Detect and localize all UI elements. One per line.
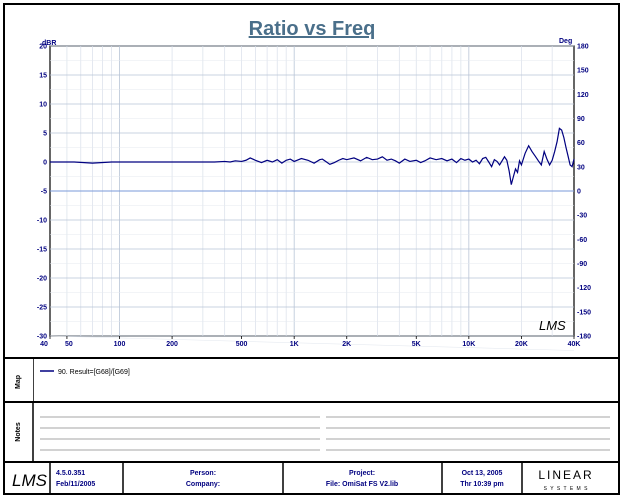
grid (49, 45, 575, 351)
lms-plot-logo: LMS (539, 318, 566, 333)
map-tab-label[interactable]: Map (15, 375, 22, 389)
y-tick-label: -15 (37, 247, 47, 254)
version-date: Feb/11/2005 (56, 481, 95, 488)
chart-title: Ratio vs Freq (249, 18, 376, 40)
series-line (50, 127, 575, 185)
y-tick-label: 5 (43, 131, 47, 138)
y2-tick-label: 90 (577, 116, 585, 123)
x-tick-label: 20K (515, 341, 528, 348)
report-time: Thr 10:39 pm (460, 481, 504, 488)
x-tick-label: 500 (236, 341, 248, 348)
legend-entry[interactable]: 90. Result=[G68]/[G69] (58, 369, 130, 376)
y2-tick-label: -180 (577, 334, 591, 341)
right-unit-label: Deg (559, 38, 572, 45)
y-tick-label: -25 (37, 305, 47, 312)
y-tick-label: 0 (43, 160, 47, 167)
x-tick-label: 10K (462, 341, 475, 348)
x-tick-label: 200 (166, 341, 178, 348)
y2-tick-label: -30 (577, 213, 587, 220)
notes-tab-label[interactable]: Notes (15, 422, 22, 442)
y2-tick-label: 0 (577, 189, 581, 196)
x-tick-label: 2K (342, 341, 351, 348)
y2-tick-label: -150 (577, 309, 591, 316)
brand-wordmark: LINEAR (538, 468, 593, 482)
y2-tick-label: 180 (577, 44, 589, 51)
y-tick-label: -5 (41, 189, 47, 196)
company-label: Company: (186, 481, 220, 488)
plot-area: 40 50 100 200 500 1K 2K 5K 10K 20K 40K 20151050-5-… (37, 38, 591, 351)
y-axis-ticks: 20 15 10 5 0 -5 -10 -15 -20 -25 -30 (37, 44, 47, 341)
left-unit-label: dBR (42, 40, 56, 47)
notes-lines[interactable] (40, 416, 610, 451)
y2-tick-label: -120 (577, 285, 591, 292)
file-label: File: OmiSat FS V2.lib (326, 481, 398, 488)
report-date: Oct 13, 2005 (462, 470, 503, 477)
y2-tick-label: 60 (577, 140, 585, 147)
person-label: Person: (190, 470, 216, 477)
y-tick-label: -10 (37, 218, 47, 225)
y2-tick-label: 150 (577, 68, 589, 75)
x-tick-label: 1K (290, 341, 299, 348)
y2-axis-ticks: 180 150 120 90 60 30 0 -30 -60 -90 -120 -150 -180 (577, 44, 591, 341)
version-number: 4.5.0.351 (56, 470, 85, 477)
y-tick-label: 20 (39, 44, 47, 51)
y2-tick-label: 30 (577, 164, 585, 171)
y-tick-label: 15 (39, 73, 47, 80)
y2-tick-label: 120 (577, 92, 589, 99)
x-tick-label: 100 (114, 341, 126, 348)
x-tick-label: 40 (40, 341, 48, 348)
brand-subline: S Y S T E M S (544, 486, 589, 492)
y-tick-label: 10 (39, 102, 47, 109)
y2-tick-label: -60 (577, 237, 587, 244)
lms-logo: LMS (12, 471, 48, 490)
x-tick-label: 50 (65, 341, 73, 348)
x-axis-ticks: 40 50 100 200 500 1K 2K 5K 10K 20K 40K (40, 336, 580, 348)
project-label: Project: (349, 470, 375, 477)
y-minor-gridline (49, 335, 575, 351)
x-tick-label: 5K (412, 341, 421, 348)
y-tick-label: -20 (37, 276, 47, 283)
x-tick-label: 40K (568, 341, 581, 348)
y2-tick-label: -90 (577, 261, 587, 268)
y-tick-label: -30 (37, 334, 47, 341)
